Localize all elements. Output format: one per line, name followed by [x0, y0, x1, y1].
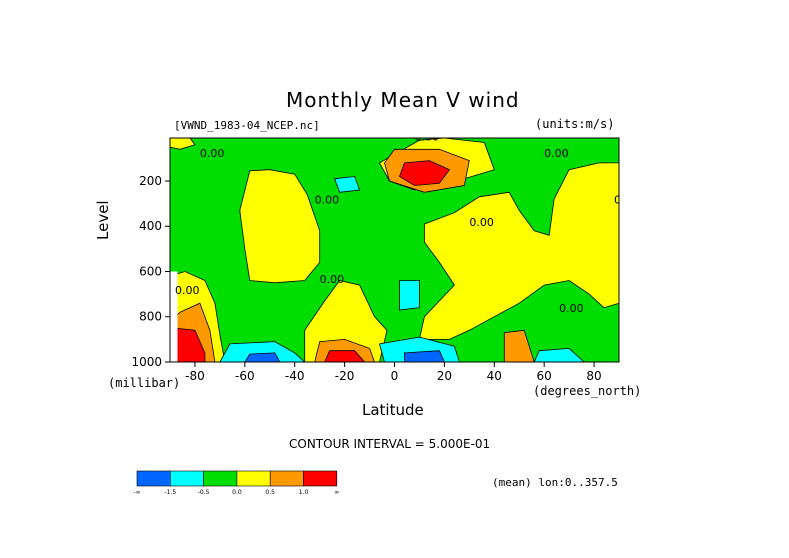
colorbar-swatch-orange [269, 470, 304, 487]
colorbar-swatch-blue [136, 470, 171, 487]
x-tick-label-5: 20 [437, 369, 452, 383]
missing-data-area [170, 271, 178, 362]
colorbar-swatch-cyan [170, 470, 204, 487]
colorbar-tick-5: 1.0 [299, 489, 309, 496]
contour-label-6: 0.00 [559, 302, 584, 315]
x-tick-label-3: -20 [335, 369, 355, 383]
yellow-region-north [418, 162, 619, 340]
y-axis-unit: (millibar) [108, 376, 181, 390]
colorbar-tick-0: -∞ [133, 489, 140, 496]
contour-plot: 0.00 0.00 0.00 0.00 0.00 0.00 0.00 0.00 0.00 [169, 130, 639, 363]
x-tick-label-6: 40 [487, 369, 502, 383]
colorbar-tick-3: 0.0 [232, 489, 242, 496]
x-tick-label-4: 0 [391, 369, 399, 383]
mean-longitude-label: (mean) lon:0..357.5 [492, 476, 618, 489]
colorbar-tick-4: 0.5 [265, 489, 275, 496]
y-tick-label-1: 400 [139, 219, 162, 233]
x-axis-label: Latitude [362, 401, 424, 419]
source-file-label: [VWND_1983-04_NCEP.nc] [174, 119, 320, 132]
y-tick-label-0: 200 [139, 174, 162, 188]
cyan-region-mid [399, 280, 420, 311]
cyan-region-upper [334, 176, 361, 193]
colorbar-tick-2: -0.5 [198, 489, 210, 496]
contour-label-7: 0.00 [614, 194, 639, 207]
cyan-region-south-surface [219, 341, 306, 362]
red-region-southern-surface [324, 350, 366, 362]
x-tick-label-2: -40 [285, 369, 305, 383]
axes: -80 -60 -40 -20 0 20 40 60 80 200 400 600 800 1000 [131, 174, 601, 383]
x-tick-label-8: 80 [586, 369, 601, 383]
y-tick-label-3: 800 [139, 310, 162, 324]
x-tick-label-7: 60 [537, 369, 552, 383]
red-region-polar [170, 327, 206, 362]
orange-region-north-surface [503, 329, 535, 362]
blue-region-south-surface [244, 352, 281, 362]
colorbar-swatch-yellow [236, 470, 271, 487]
red-region-jet [399, 160, 451, 186]
x-tick-label-1: -60 [235, 369, 255, 383]
colorbar-swatch-green [203, 470, 238, 487]
y-tick-label-2: 600 [139, 264, 162, 278]
colorbar-swatch-red [303, 470, 338, 487]
x-axis-unit: (degrees_north) [533, 384, 642, 398]
contour-interval-label: CONTOUR INTERVAL = 5.000E-01 [289, 437, 491, 451]
cyan-region-north-surface [533, 347, 585, 362]
contour-label-4: 0.00 [544, 147, 569, 160]
colorbar-tick-1: -1.5 [164, 489, 176, 496]
x-tick-label-0: -80 [185, 369, 205, 383]
contour-label-3: 0.00 [414, 130, 439, 143]
units-label: (units:m/s) [535, 117, 615, 131]
colorbar: -∞ -1.5 -0.5 0.0 0.5 1.0 ∞ [133, 470, 339, 496]
contour-label-2: 0.00 [320, 273, 345, 286]
yellow-region-south [239, 169, 321, 284]
chart-title: Monthly Mean V wind [286, 88, 520, 112]
contour-label-8: 0.00 [175, 284, 200, 297]
y-tick-label-4: 1000 [131, 355, 162, 369]
contour-label-1: 0.00 [315, 194, 340, 207]
contour-fields: 0.00 0.00 0.00 0.00 0.00 0.00 0.00 0.00 0.00 [170, 130, 639, 362]
blue-region-equator-surface [404, 350, 445, 362]
contour-label-0: 0.00 [200, 147, 225, 160]
y-axis-label: Level [94, 200, 112, 240]
yellow-region-corner [170, 138, 196, 150]
contour-label-5: 0.00 [469, 216, 494, 229]
colorbar-tick-6: ∞ [334, 489, 339, 496]
